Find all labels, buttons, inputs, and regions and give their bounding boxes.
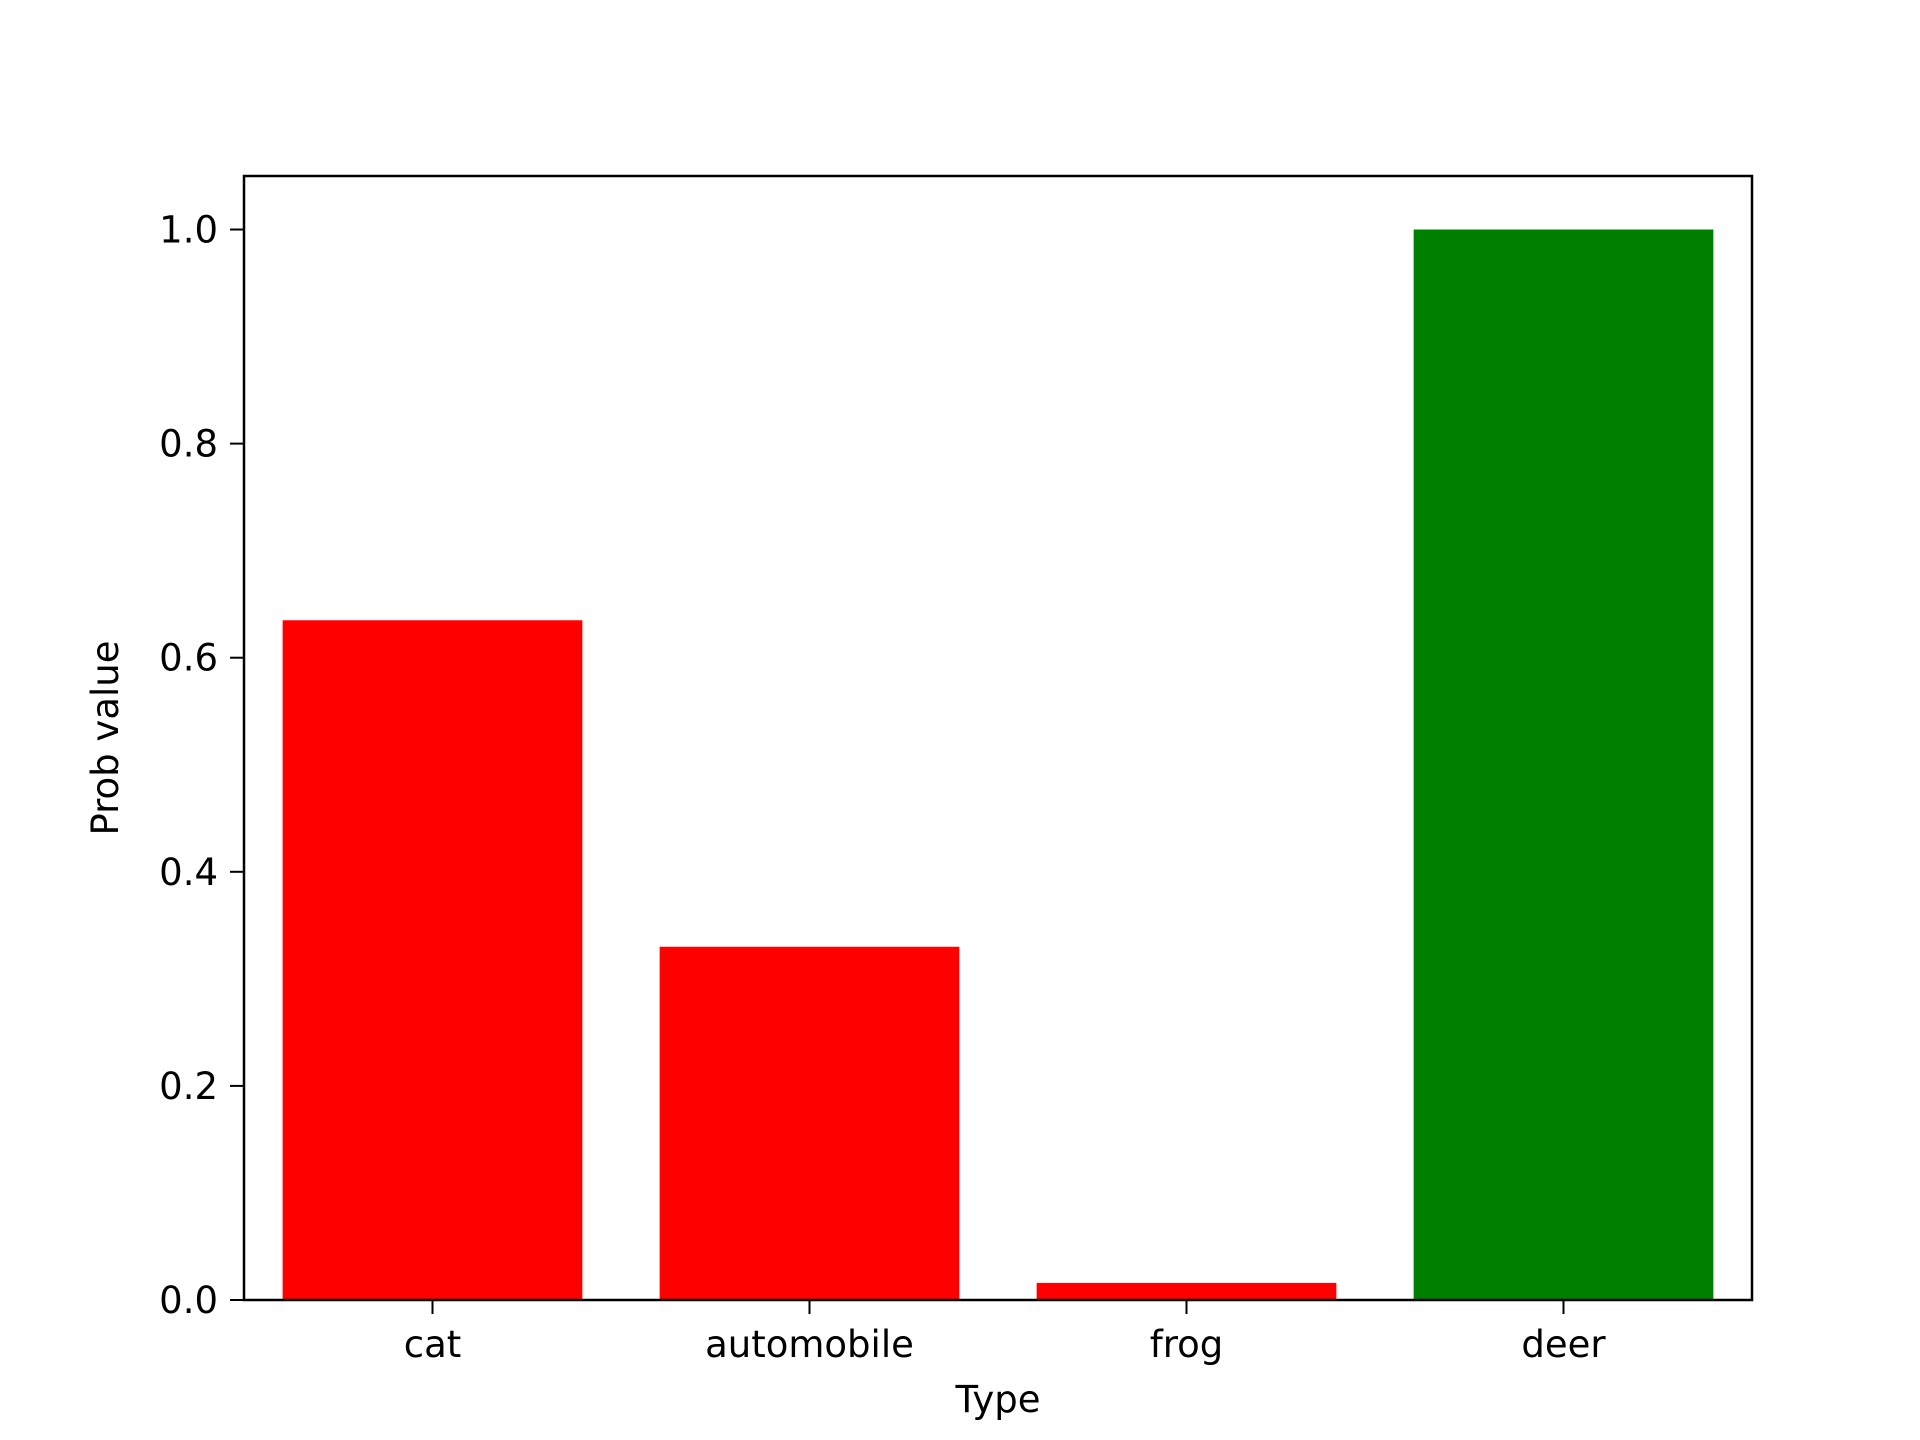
bar-frog: [1036, 1282, 1337, 1300]
y-tick-label: 0.8: [159, 423, 218, 466]
plot-frame: [242, 174, 1754, 1302]
bar-deer: [1413, 229, 1714, 1300]
bar-automobile: [659, 946, 960, 1300]
x-tick-label-cat: cat: [404, 1323, 462, 1366]
y-tick-label: 0.2: [159, 1065, 218, 1108]
x-tick-label-automobile: automobile: [705, 1323, 914, 1366]
bar-cat: [282, 620, 583, 1300]
x-tick-label-frog: frog: [1150, 1323, 1224, 1366]
bars-group: [282, 229, 1714, 1300]
y-axis-label: Prob value: [84, 640, 127, 835]
y-tick-label: 0.6: [159, 637, 218, 680]
x-axis-label: Type: [955, 1378, 1041, 1421]
y-tick-label: 0.0: [159, 1279, 218, 1322]
x-tick-label-deer: deer: [1521, 1323, 1606, 1366]
y-tick-label: 1.0: [159, 209, 218, 252]
y-tick-label: 0.4: [159, 851, 218, 894]
axes-group: cat automobile frog deer 0.0 0.2 0.4 0.6 0.8 1.0: [159, 174, 1754, 1366]
